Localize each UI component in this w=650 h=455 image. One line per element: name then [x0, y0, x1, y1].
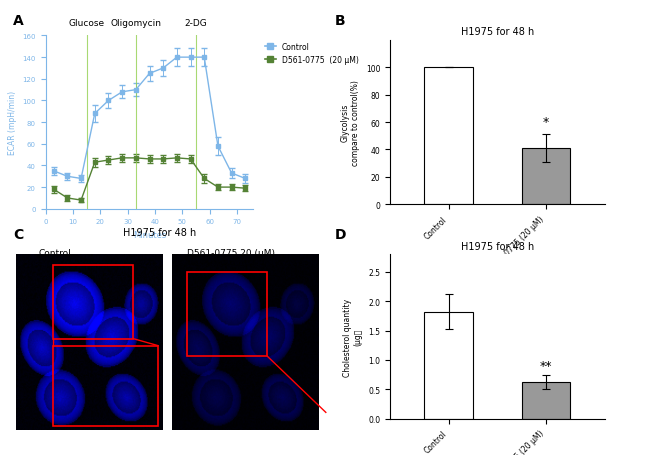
Text: C: C	[13, 228, 23, 242]
Text: *: *	[543, 115, 549, 128]
Text: Oligomycin: Oligomycin	[111, 19, 161, 28]
Bar	[521, 149, 571, 205]
Title: H1975 for 48 h: H1975 for 48 h	[461, 241, 534, 251]
Y-axis label: ECAR (mpH/min): ECAR (mpH/min)	[8, 91, 17, 155]
Bar	[53, 346, 158, 426]
Text: H1975 for 48 h: H1975 for 48 h	[123, 228, 196, 238]
Bar	[187, 272, 267, 356]
Text: **: **	[540, 359, 552, 372]
Bar	[424, 68, 473, 205]
Bar	[521, 382, 571, 419]
X-axis label: Minutes: Minutes	[133, 231, 166, 239]
Y-axis label: Cholesterol quantity
(μg）: Cholesterol quantity (μg）	[343, 298, 363, 376]
Bar	[424, 312, 473, 419]
Legend: Control, D561-0775  (20 μM): Control, D561-0775 (20 μM)	[261, 40, 362, 68]
Text: 2-DG: 2-DG	[185, 19, 207, 28]
Text: Control: Control	[39, 248, 72, 257]
Text: D: D	[335, 228, 346, 242]
Text: B: B	[335, 14, 345, 28]
Text: A: A	[13, 14, 24, 28]
Y-axis label: Glycolysis
compare to control(%): Glycolysis compare to control(%)	[341, 80, 360, 166]
Title: H1975 for 48 h: H1975 for 48 h	[461, 27, 534, 37]
Bar	[53, 265, 133, 339]
Text: D561-0775 20 (μM): D561-0775 20 (μM)	[187, 248, 275, 257]
Text: Glucose: Glucose	[68, 19, 105, 28]
